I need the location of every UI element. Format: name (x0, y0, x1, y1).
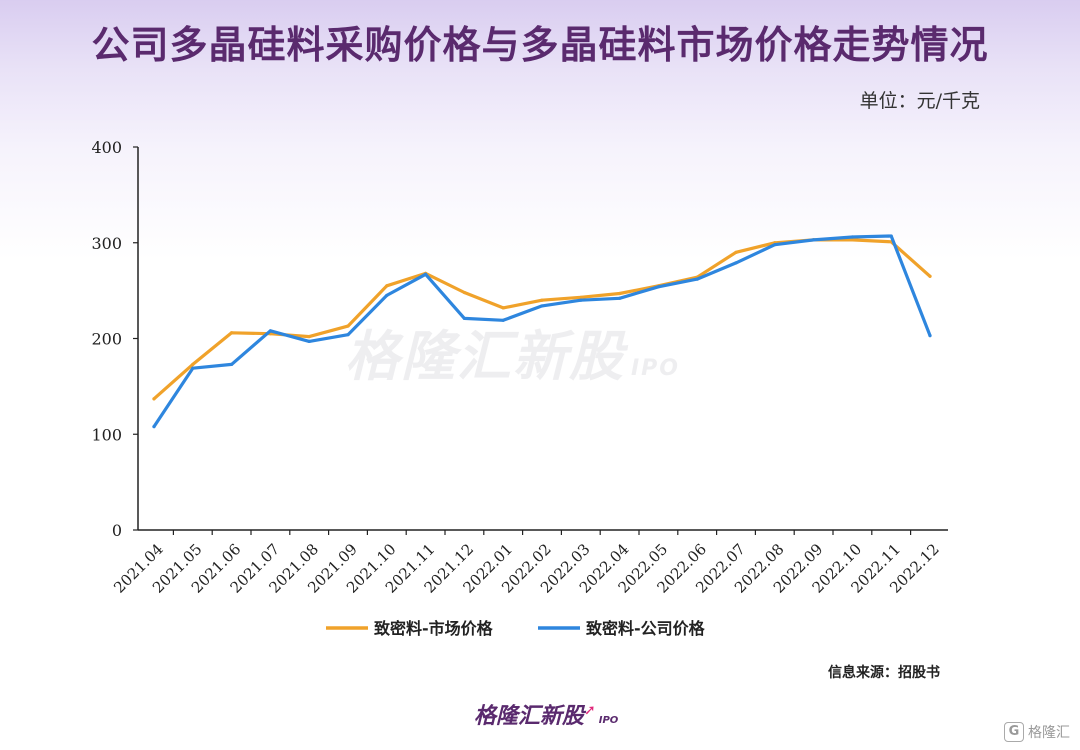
y-tick-label: 100 (91, 425, 122, 444)
brand-suffix: IPO (598, 715, 619, 726)
data-point (889, 234, 893, 238)
brand-name: 格隆汇新股 (474, 704, 585, 729)
legend-label: 致密料-公司价格 (586, 619, 706, 638)
brand-logo: 格隆汇新股➚IPO (474, 698, 618, 730)
data-point (230, 362, 234, 366)
legend-label: 致密料-市场价格 (374, 619, 494, 638)
data-point (734, 250, 738, 254)
data-point (618, 296, 622, 300)
y-tick-label: 300 (91, 234, 122, 253)
brand-arrow-icon: ➚ (584, 702, 596, 719)
data-point (579, 295, 583, 299)
data-point (618, 291, 622, 296)
data-point (812, 238, 816, 242)
corner-logo: G 格隆汇 (1004, 722, 1070, 742)
data-point (230, 331, 234, 335)
data-point (152, 397, 156, 401)
data-point (656, 285, 661, 289)
data-point (152, 424, 156, 429)
data-point (346, 324, 350, 328)
data-point (734, 261, 738, 265)
data-point (385, 284, 389, 288)
data-point (928, 334, 932, 338)
data-point (191, 366, 195, 370)
data-point (928, 274, 932, 278)
chart-series (152, 234, 932, 429)
data-point (850, 235, 855, 239)
corner-logo-text: 格隆汇 (1028, 725, 1070, 741)
source-note: 信息来源：招股书 (828, 665, 940, 681)
data-point (191, 362, 195, 366)
data-point (773, 243, 777, 247)
data-point (462, 290, 466, 295)
data-point (579, 298, 583, 302)
y-tick-label: 200 (91, 330, 122, 349)
corner-logo-icon: G (1004, 722, 1024, 742)
data-point (850, 238, 855, 242)
data-point (501, 318, 505, 322)
data-point (268, 329, 272, 333)
data-point (307, 339, 311, 343)
series-line-1 (152, 238, 932, 401)
data-point (501, 306, 505, 310)
y-tick-label: 400 (91, 138, 122, 157)
data-point (424, 272, 428, 276)
data-point (462, 316, 466, 320)
data-point (695, 277, 699, 281)
data-point (385, 293, 389, 298)
unit-label: 单位：元/千克 (859, 90, 980, 112)
data-point (307, 334, 311, 339)
y-tick-label: 0 (112, 521, 122, 540)
chart-legend: 致密料-市场价格 致密料-公司价格 (326, 619, 706, 638)
data-point (540, 298, 544, 302)
chart-axes: 01002003004002021.042021.052021.062021.0… (91, 138, 948, 597)
data-point (346, 333, 350, 337)
data-point (540, 304, 544, 308)
chart-title: 公司多晶硅料采购价格与多晶硅料市场价格走势情况 (91, 22, 989, 67)
